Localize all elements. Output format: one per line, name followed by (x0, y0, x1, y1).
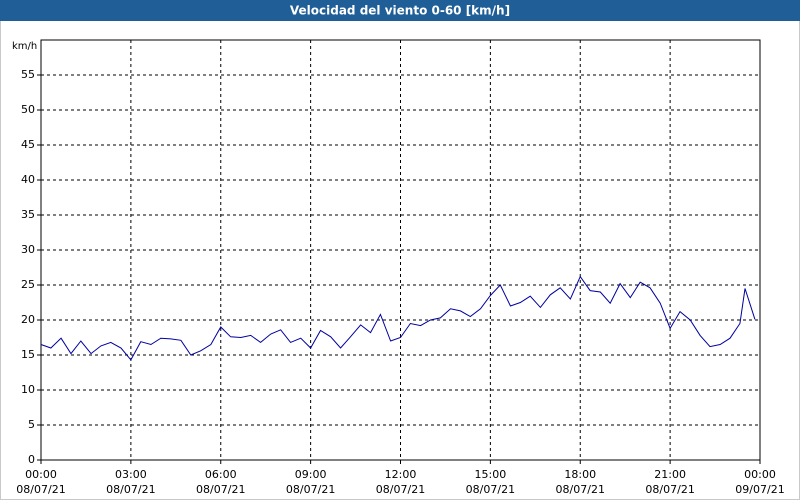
y-tick-label: 40 (21, 173, 35, 186)
y-axis-label: km/h (12, 41, 37, 52)
y-tick-label: 10 (21, 383, 35, 396)
x-tick-label: 09:00 (295, 468, 327, 481)
x-tick-date: 08/07/21 (16, 483, 65, 496)
x-tick-date: 08/07/21 (645, 483, 694, 496)
x-tick-label: 03:00 (115, 468, 147, 481)
x-tick-date: 08/07/21 (376, 483, 425, 496)
plot-border (40, 39, 761, 461)
y-tick-label: 35 (21, 208, 35, 221)
x-tick-date: 08/07/21 (196, 483, 245, 496)
y-tick-label: 50 (21, 103, 35, 116)
y-tick-label: 0 (28, 453, 35, 466)
data-line (40, 275, 756, 361)
x-tick-date: 08/07/21 (556, 483, 605, 496)
x-tick-date: 08/07/21 (286, 483, 335, 496)
y-tick-label: 30 (21, 243, 35, 256)
x-tick-label: 15:00 (475, 468, 507, 481)
title-bar (0, 0, 800, 21)
x-tick-label: 00:00 (744, 468, 776, 481)
x-tick-label: 21:00 (654, 468, 686, 481)
x-tick-label: 18:00 (564, 468, 596, 481)
x-tick-label: 12:00 (385, 468, 417, 481)
x-tick-date: 08/07/21 (466, 483, 515, 496)
x-tick-date: 09/07/21 (735, 483, 784, 496)
y-tick-label: 55 (21, 68, 35, 81)
y-tick-label: 15 (21, 348, 35, 361)
x-tick-date: 08/07/21 (106, 483, 155, 496)
y-tick-label: 25 (21, 278, 35, 291)
y-tick-label: 20 (21, 313, 35, 326)
chart-title: Velocidad del viento 0-60 [km/h] (290, 4, 510, 18)
y-tick-label: 45 (21, 138, 35, 151)
y-tick-label: 5 (28, 418, 35, 431)
x-tick-label: 06:00 (205, 468, 237, 481)
x-tick-label: 00:00 (25, 468, 57, 481)
